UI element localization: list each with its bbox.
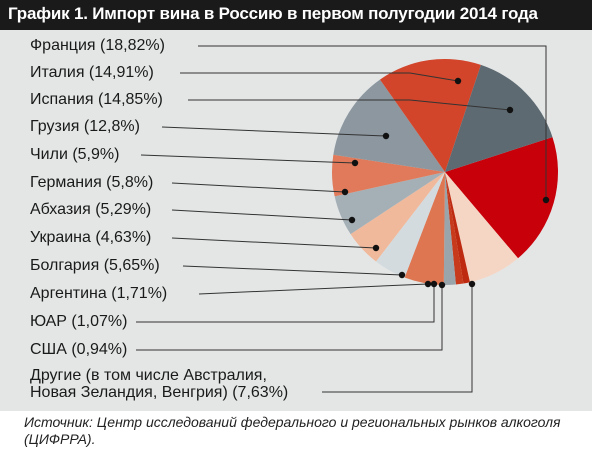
label-usa: США (0,94%) [30,341,128,358]
title-bar: График 1. Импорт вина в Россию в первом … [0,0,592,30]
pie-slice-chile [332,154,445,197]
leader-line-sar [136,284,435,323]
label-ukraine: Украина (4,63%) [30,229,152,246]
leader-line-usa [136,285,443,351]
label-chile: Чили (5,9%) [30,146,120,163]
footer [0,411,592,454]
label-france: Франция (18,82%) [30,37,165,54]
label-argentina: Аргентина (1,71%) [30,285,168,302]
leader-dot-italy [454,77,462,85]
pie-slice-spain [445,64,553,172]
label-other-1: Другие (в том числе Австралия, [30,367,267,384]
label-italy: Италия (14,91%) [30,64,154,81]
leader-line-abkhazia [171,209,353,221]
leader-line-georgia [161,126,387,137]
label-other-2: Новая Зеландия, Венгрия) (7,63%) [30,384,289,401]
leader-line-chile [140,154,356,164]
leader-line-italy [180,72,459,82]
leader-dot-other [468,280,476,288]
pie-slice-ukraine [376,172,445,278]
label-georgia: Грузия (12,8%) [30,118,140,135]
leader-line-france [198,45,547,200]
pie-slice-georgia [333,79,445,172]
pie-slice-germany [334,172,445,235]
leader-line-ukraine [171,237,377,249]
pie-slice-italy [379,58,481,172]
leader-dot-spain [506,106,514,114]
leader-dot-sar [430,280,438,288]
pie-slice-argentina [443,172,456,285]
leader-line-other [322,284,473,393]
pie-slice-bulgaria [404,172,445,285]
leader-dot-georgia [382,132,390,140]
label-germany: Германия (5,8%) [30,174,154,191]
label-bulgaria: Болгария (5,65%) [30,257,160,274]
label-sar: ЮАР (1,07%) [30,313,128,330]
leader-dot-france [542,196,550,204]
pie-slice-usa [445,172,470,284]
leader-dot-bulgaria [398,271,406,279]
pie-slice-france [445,137,559,259]
leader-line-bulgaria [182,265,403,276]
leader-dot-ukraine [372,244,380,252]
pie-slice-sar [445,172,464,285]
pie-slice-abkhazia [350,172,445,262]
source-note: Источник: Центр исследований федеральног… [24,414,561,447]
leader-dot-germany [341,188,349,196]
label-spain: Испания (14,85%) [30,91,163,108]
leader-dot-usa [438,281,446,289]
chart-title: График 1. Импорт вина в Россию в первом … [8,4,538,23]
leader-line-germany [171,182,346,193]
leader-line-argentina [198,283,429,295]
leader-line-spain [188,99,511,111]
pie-slice-other [445,172,519,283]
leader-dot-argentina [424,280,432,288]
leader-dot-abkhazia [348,216,356,224]
label-abkhazia: Абхазия (5,29%) [30,201,152,218]
leader-dot-chile [351,159,359,167]
